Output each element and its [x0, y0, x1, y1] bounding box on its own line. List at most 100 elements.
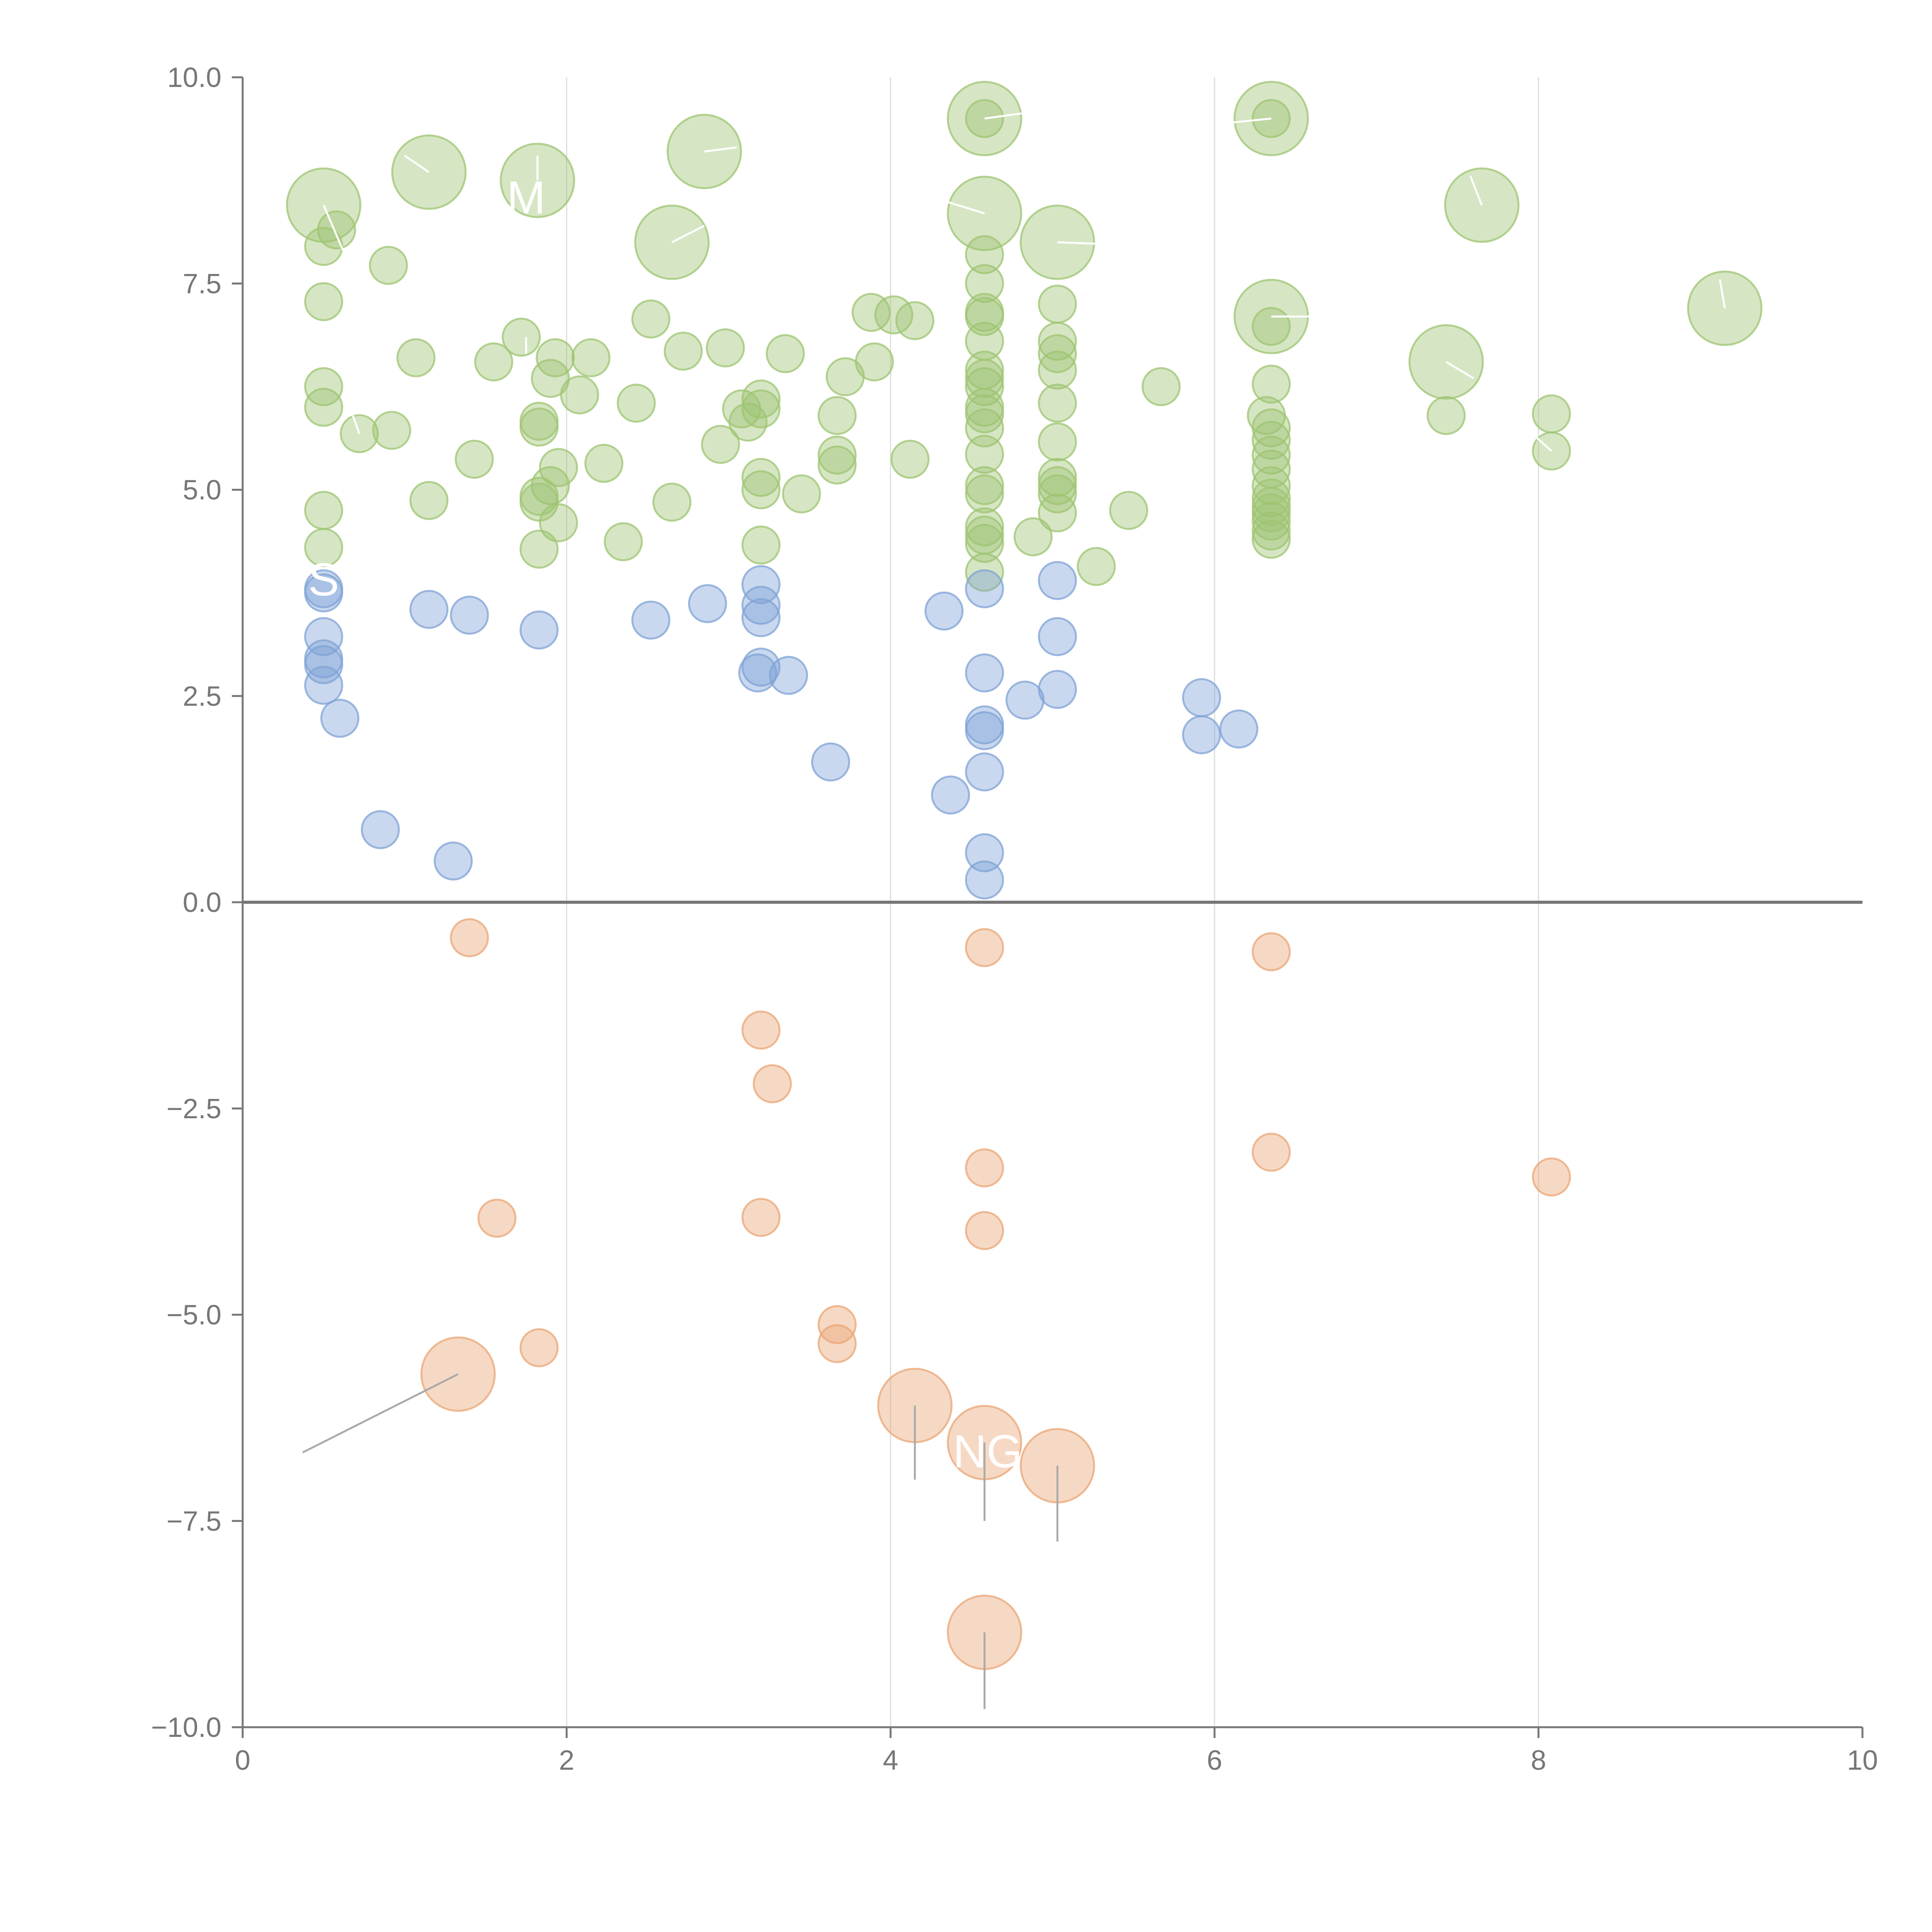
- data-point-mid: [1038, 561, 1077, 600]
- data-point-high: [965, 466, 1004, 505]
- leader-line: [984, 109, 1045, 120]
- x-tick-label: 6: [1207, 1745, 1222, 1776]
- data-point-mid: [304, 573, 344, 612]
- data-point-high: [502, 318, 541, 357]
- data-point-high: [1038, 422, 1077, 462]
- leader-line: [1469, 176, 1483, 206]
- y-tick-label: −5.0: [167, 1300, 221, 1331]
- annotation-label: M: [507, 172, 546, 223]
- data-point-high: [741, 457, 781, 497]
- data-point-high: [817, 435, 857, 475]
- data-point-high: [965, 235, 1004, 274]
- data-point-high: [965, 394, 1004, 434]
- data-point-mid: [631, 600, 670, 640]
- data-point-high: [304, 491, 344, 530]
- data-point-high: [663, 332, 703, 371]
- data-point-mid: [741, 585, 781, 625]
- data-point-high: [1038, 284, 1077, 324]
- data-point-negative: [1252, 1133, 1291, 1172]
- data-point-high: [539, 503, 578, 543]
- x-tick-label: 0: [235, 1745, 250, 1776]
- annotation-label: S: [308, 554, 339, 605]
- data-point-high: [304, 528, 344, 567]
- data-point-high: [855, 342, 894, 382]
- data-point-high: [1252, 435, 1291, 475]
- data-point-high: [895, 301, 935, 340]
- tick-labels: 0 2 4 6 8 10 10.0 7.5 5.0 2.5 0.0 −2.5 −5.0 −7.5 −10.0: [151, 62, 1878, 1776]
- data-point-mid: [741, 565, 781, 604]
- data-point-high: [1252, 420, 1291, 460]
- data-point-high: [701, 425, 740, 464]
- data-point-negative: [519, 1328, 559, 1367]
- data-point-high: [1532, 394, 1571, 434]
- annotations: M S NG: [308, 172, 1023, 1477]
- data-point-high: [965, 367, 1004, 406]
- data-point-negative: [477, 1199, 517, 1238]
- data-point-high: [369, 246, 408, 285]
- data-point-mid: [1182, 715, 1221, 755]
- leader-line: [930, 196, 985, 214]
- data-point-negative: [741, 1010, 781, 1050]
- data-point-high: [1038, 350, 1077, 390]
- y-tick-label: 10.0: [167, 62, 221, 93]
- x-tick-label: 8: [1531, 1745, 1546, 1776]
- data-point-mid: [361, 810, 400, 849]
- data-point-high: [1408, 324, 1484, 400]
- data-point-negative: [753, 1064, 792, 1104]
- data-point-high: [1038, 466, 1077, 505]
- x-tick-label: 4: [883, 1745, 898, 1776]
- data-point-high: [782, 474, 821, 514]
- data-point-high: [372, 411, 412, 450]
- leader-line: [1446, 361, 1475, 379]
- data-point-high: [584, 444, 624, 483]
- data-point-high: [965, 474, 1004, 514]
- data-point-high: [965, 359, 1004, 398]
- data-point-high: [741, 470, 781, 509]
- leader-line: [1230, 117, 1272, 124]
- data-point-mid: [1219, 709, 1259, 749]
- data-point-negative: [817, 1324, 857, 1363]
- leader-line: [671, 225, 705, 243]
- data-point-high: [1038, 334, 1077, 373]
- data-point-mid: [304, 645, 344, 684]
- data-point-high: [1014, 517, 1053, 556]
- x-tick-label: 10: [1847, 1745, 1878, 1776]
- data-point-high: [519, 407, 559, 447]
- data-point-high: [1252, 520, 1291, 559]
- axes: [232, 76, 1864, 1738]
- data-point-high: [652, 483, 692, 522]
- leader-line: [704, 146, 737, 153]
- data-point-mid: [450, 595, 489, 635]
- data-point-high: [1252, 307, 1291, 346]
- data-point-high: [1038, 321, 1077, 361]
- data-point-high: [765, 334, 805, 373]
- y-tick-label: 0.0: [183, 887, 221, 918]
- leader-line: [404, 155, 430, 173]
- data-point-high: [1427, 396, 1466, 435]
- data-point-mid: [304, 665, 344, 705]
- data-point-mid: [1038, 670, 1077, 709]
- data-point-negative: [965, 1148, 1004, 1187]
- data-point-high: [391, 134, 467, 210]
- data-point-mid: [1182, 678, 1221, 718]
- data-point-mid: [1005, 680, 1045, 720]
- data-point-high: [409, 481, 449, 520]
- data-point-high: [1252, 478, 1291, 518]
- data-point-high: [817, 445, 857, 485]
- data-point-high: [890, 440, 930, 479]
- data-point-negative: [965, 928, 1004, 967]
- data-point-high: [965, 264, 1004, 303]
- y-tick-label: 2.5: [183, 681, 221, 712]
- data-point-high: [531, 359, 570, 398]
- data-point-high: [560, 375, 599, 415]
- data-point-high: [1038, 457, 1077, 497]
- leader-line: [1719, 279, 1726, 309]
- data-point-mid: [409, 590, 449, 629]
- data-point-mid: [688, 584, 727, 623]
- x-tick-label: 2: [559, 1745, 574, 1776]
- data-point-high: [519, 483, 559, 522]
- data-point-high: [317, 210, 356, 250]
- y-tick-label: 7.5: [183, 269, 221, 299]
- data-point-negative: [965, 1211, 1004, 1250]
